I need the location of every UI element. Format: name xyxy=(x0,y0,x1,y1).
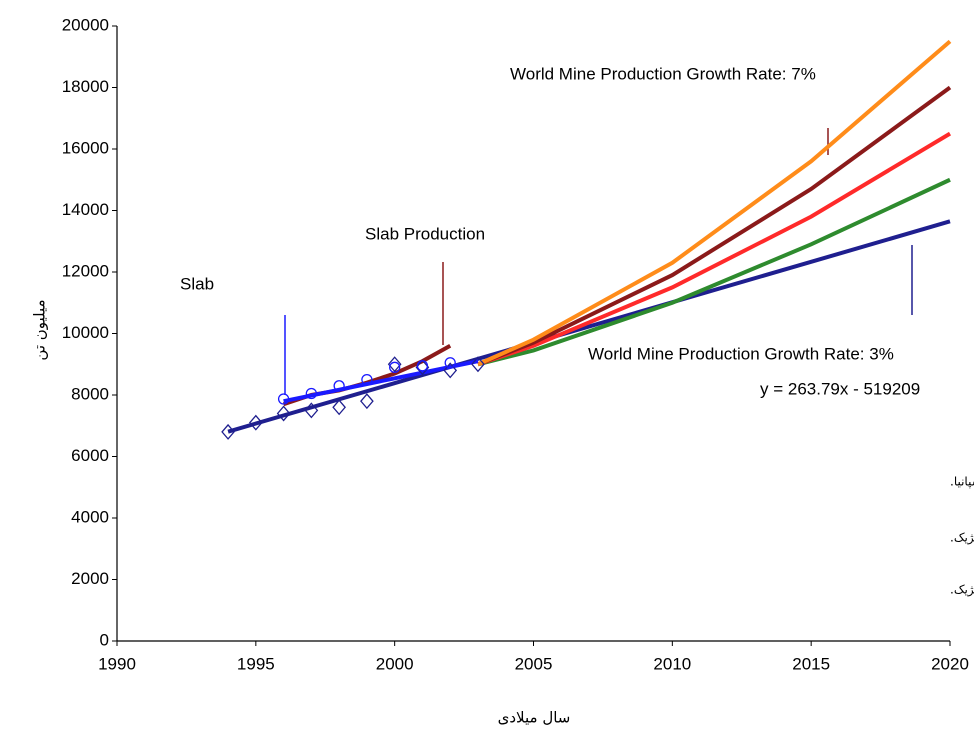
point xyxy=(333,380,345,392)
annotation: کشورهای عمده تولید کننده تختال روی: چین،… xyxy=(950,530,974,546)
line xyxy=(477,85,952,367)
y-tick-label: 16000 xyxy=(62,138,109,157)
y-tick-label: 6000 xyxy=(71,446,109,465)
x-tick-label: 2000 xyxy=(376,654,414,673)
x-tick-label: 2015 xyxy=(792,654,830,673)
point xyxy=(305,387,318,400)
line xyxy=(477,177,951,367)
x-tick-label: 1990 xyxy=(98,654,136,673)
line xyxy=(227,219,951,434)
y-tick-label: 18000 xyxy=(62,77,109,96)
y-tick-label: 8000 xyxy=(71,384,109,403)
point xyxy=(221,423,235,440)
annotation: کشورهای عمده تامین کننده کانه روی: چین، … xyxy=(950,474,974,490)
x-axis-label: سال میلادی xyxy=(498,709,571,727)
point xyxy=(415,359,430,376)
point xyxy=(387,356,402,373)
point xyxy=(389,361,401,373)
x-tick-label: 2005 xyxy=(515,654,553,673)
annotation: کشورهای عمده مصرف کننده تختال روی: آمریک… xyxy=(950,582,974,598)
y-tick-label: 14000 xyxy=(62,200,109,219)
annotation: Slab Production xyxy=(365,224,485,243)
point xyxy=(444,357,456,369)
point xyxy=(304,402,319,419)
point xyxy=(277,393,290,405)
y-tick-label: 4000 xyxy=(71,507,109,526)
point xyxy=(248,414,263,431)
y-tick-label: 2000 xyxy=(71,569,109,588)
x-tick-label: 2010 xyxy=(653,654,691,673)
y-tick-label: 0 xyxy=(100,630,109,649)
x-tick-label: 1995 xyxy=(237,654,275,673)
annotation: World Mine Production Growth Rate: 3% xyxy=(588,344,894,363)
x-tick-label: 2020 xyxy=(931,654,969,673)
point xyxy=(360,393,374,410)
annotation: y = 263.79x - 519209 xyxy=(760,379,920,398)
point xyxy=(276,405,291,422)
point xyxy=(443,362,458,379)
annotation: World Mine Production Growth Rate: 7% xyxy=(510,64,816,83)
point xyxy=(361,373,373,386)
point xyxy=(332,399,346,416)
y-axis-label: میلیون تن xyxy=(31,299,49,360)
annotation: Slab xyxy=(180,274,214,293)
y-tick-label: 12000 xyxy=(62,261,109,280)
y-tick-label: 10000 xyxy=(62,323,109,342)
point xyxy=(471,356,485,373)
point xyxy=(416,360,429,372)
y-tick-label: 20000 xyxy=(62,15,109,34)
line xyxy=(477,39,952,367)
